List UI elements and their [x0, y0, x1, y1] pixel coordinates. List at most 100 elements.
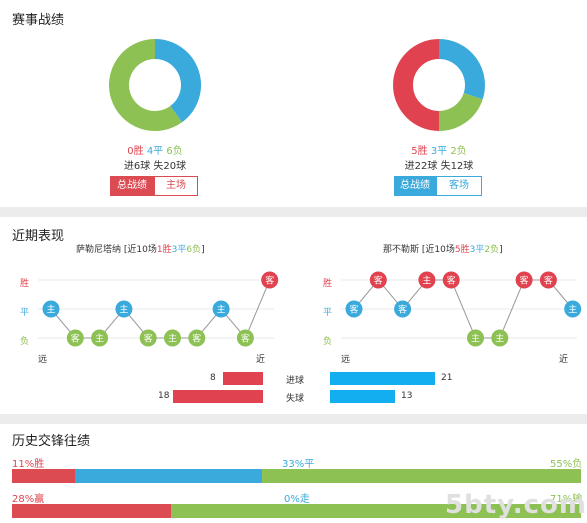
left-match-venue-label: 客: [241, 333, 250, 345]
right-record-donut: [393, 39, 485, 131]
left-donut-draw-slice: [154, 39, 201, 123]
right-match-venue-label: 客: [520, 275, 529, 287]
history-result-bar: [12, 469, 581, 483]
right-match-dot: [564, 300, 582, 318]
left-match-venue-label: 主: [168, 333, 177, 345]
site-watermark: 5bty.com: [445, 490, 587, 520]
left-match-marker[interactable]: 客: [236, 329, 254, 347]
right-match-marker[interactable]: 客: [515, 271, 533, 289]
right-match-venue-label: 客: [544, 275, 553, 287]
right-near-label: 近: [559, 355, 569, 365]
right-match-marker[interactable]: 主: [467, 329, 484, 347]
left-donut-loss-slice: [109, 39, 183, 131]
history-handicap-loss-segment: [171, 504, 581, 518]
right-donut-draw-slice: [438, 39, 485, 100]
record-section-title: 赛事战绩: [12, 13, 65, 28]
history-draw-pct: 33%平: [282, 459, 315, 470]
right-form-line: [353, 279, 574, 339]
history-win-pct: 11%胜: [12, 459, 45, 470]
right-win-count: 5胜: [411, 146, 428, 157]
right-match-venue-label: 客: [398, 304, 407, 316]
right-donut-win-slice: [393, 39, 440, 131]
right-record-counts: 5胜 3平 2负: [384, 142, 494, 157]
left-match-dot: [66, 329, 84, 347]
left-match-marker[interactable]: 主: [212, 300, 230, 318]
right-far-label: 远: [341, 355, 351, 365]
right-tab-overall[interactable]: 总战绩: [394, 176, 436, 196]
left-row-label-win: 胜: [20, 279, 30, 289]
left-match-venue-label: 客: [265, 275, 274, 287]
left-team-name: 萨勒尼塔纳: [76, 245, 122, 255]
right-draw-count: 3平: [430, 146, 448, 157]
left-match-marker[interactable]: 主: [42, 300, 60, 318]
left-match-dot: [212, 300, 230, 318]
right-match-venue-label: 客: [374, 275, 383, 287]
left-match-marker[interactable]: 客: [261, 271, 279, 289]
right-match-dot: [442, 271, 460, 289]
history-handicap-push-pct: 0%走: [284, 494, 310, 505]
history-handicap-loss-pct: 71%输: [550, 494, 583, 505]
right-match-marker[interactable]: 客: [394, 300, 412, 318]
left-row-label-draw: 平: [20, 308, 30, 318]
history-section-title: 历史交锋往绩: [12, 434, 91, 449]
history-handicap-win-pct: 28%赢: [12, 494, 45, 505]
right-match-marker[interactable]: 主: [491, 329, 509, 347]
left-match-marker[interactable]: 客: [188, 329, 206, 347]
left-goals-scored-value: 8: [210, 373, 216, 383]
left-match-venue-label: 客: [144, 333, 153, 345]
right-match-marker[interactable]: 主: [418, 271, 436, 289]
left-draw-count: 4平: [146, 146, 164, 157]
left-tab-group: 总战绩 主场: [110, 176, 198, 196]
right-match-venue-label: 客: [447, 275, 456, 287]
history-handicap-win-segment: [12, 504, 172, 518]
left-match-marker[interactable]: 客: [66, 329, 84, 347]
history-handicap-bar: [12, 504, 581, 518]
right-match-marker[interactable]: 客: [539, 271, 557, 289]
recent-panel: 近期表现 萨勒尼塔纳 [近10场1胜3平6负] 那不勒斯 [近10场5胜3平2负…: [0, 217, 587, 414]
left-match-dot: [188, 329, 206, 347]
left-goals-conceded-value: 18: [158, 391, 170, 401]
left-tab-overall[interactable]: 总战绩: [110, 176, 154, 196]
left-match-marker[interactable]: 主: [91, 329, 109, 347]
left-tab-home[interactable]: 主场: [154, 176, 198, 196]
right-match-marker[interactable]: 主: [564, 300, 582, 318]
left-match-marker[interactable]: 客: [139, 329, 157, 347]
right-goals-scored-bar: [330, 372, 435, 385]
left-record-counts: 0胜 4平 6负: [100, 142, 210, 157]
right-tab-away[interactable]: 客场: [436, 176, 482, 196]
right-match-dot: [394, 300, 412, 318]
left-match-venue-label: 主: [46, 304, 55, 316]
right-match-marker[interactable]: 客: [369, 271, 387, 289]
left-row-label-loss: 负: [20, 337, 30, 347]
goals-scored-label: 进球: [286, 376, 305, 386]
left-match-venue-label: 主: [119, 304, 128, 316]
right-goals-scored-value: 21: [441, 373, 453, 383]
left-match-marker[interactable]: 主: [115, 300, 133, 318]
left-match-marker[interactable]: 主: [164, 329, 181, 347]
right-match-venue-label: 主: [471, 333, 480, 345]
right-match-venue-label: 主: [495, 333, 504, 345]
left-recent-header: 萨勒尼塔纳 [近10场1胜3平6负]: [76, 245, 205, 255]
left-match-venue-label: 主: [217, 304, 226, 316]
right-match-dot: [539, 271, 557, 289]
right-goals: 进22球 失12球: [404, 161, 474, 172]
left-match-dot: [236, 329, 254, 347]
right-match-dot: [345, 300, 363, 318]
recent-section-title: 近期表现: [12, 229, 65, 244]
right-match-venue-label: 主: [422, 275, 431, 287]
left-match-dot: [115, 300, 133, 318]
right-match-marker[interactable]: 客: [442, 271, 460, 289]
left-goals-scored-bar: [223, 372, 263, 385]
left-match-dot: [164, 329, 181, 347]
history-loss-pct: 55%负: [550, 459, 583, 470]
right-match-dot: [418, 271, 436, 289]
record-panel: 赛事战绩 0胜 4平 6负 进6球 失20球 总战绩 主场 5胜 3平 2负 进…: [0, 0, 587, 207]
right-match-dot: [369, 271, 387, 289]
left-match-venue-label: 客: [71, 333, 80, 345]
right-match-dot: [467, 329, 484, 347]
right-match-marker[interactable]: 客: [345, 300, 363, 318]
right-recent-header: 那不勒斯 [近10场5胜3平2负]: [383, 245, 503, 255]
right-match-dot: [491, 329, 509, 347]
right-row-label-loss: 负: [323, 337, 333, 347]
right-match-venue-label: 主: [568, 304, 577, 316]
